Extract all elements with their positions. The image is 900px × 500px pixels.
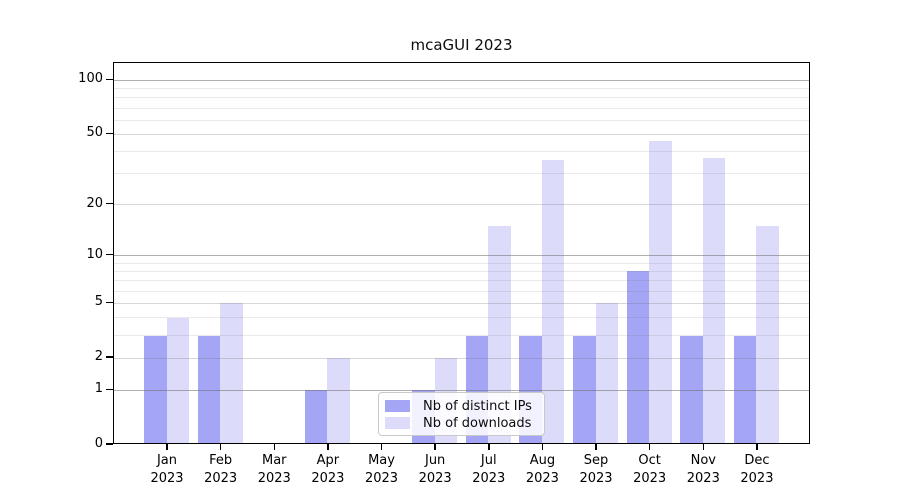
- x-tick-year-jul: 2023: [472, 471, 506, 486]
- x-tick-year-may: 2023: [364, 471, 399, 486]
- x-tick-label-jul: Jul 2023: [457, 452, 521, 488]
- bar-downloads-apr: [327, 358, 350, 444]
- y-tick-label-0: 0: [94, 436, 103, 451]
- x-tick-year-apr: 2023: [311, 471, 345, 486]
- x-tick-year-jun: 2023: [418, 471, 452, 486]
- bar-downloads-jul: [488, 226, 511, 444]
- x-tick-mark-jan: [166, 444, 168, 450]
- x-tick-mark-apr: [327, 444, 329, 450]
- x-tick-mark-mar: [273, 444, 275, 450]
- y-tick-mark-50: [106, 132, 113, 135]
- legend-swatch-distinct-ips: [385, 400, 410, 412]
- x-tick-mark-jun: [434, 444, 436, 450]
- y-tick-mark-20: [106, 202, 113, 205]
- y-tick-label-2: 2: [94, 349, 103, 365]
- x-tick-label-apr: Apr 2023: [296, 452, 360, 488]
- legend-swatch-downloads: [385, 417, 410, 429]
- y-tick-mark-100: [106, 78, 113, 81]
- bar-ips-nov: [680, 335, 703, 444]
- x-tick-label-oct: Oct 2023: [618, 452, 682, 488]
- x-tick-label-mar: Mar 2023: [242, 452, 306, 488]
- bar-ips-jan: [144, 335, 167, 444]
- x-tick-label-aug: Aug 2023: [510, 452, 574, 488]
- x-tick-label-sep: Sep 2023: [564, 452, 628, 488]
- bar-downloads-jan: [166, 317, 189, 444]
- bar-ips-sep: [573, 335, 596, 444]
- y-tick-mark-1: [106, 388, 113, 390]
- x-tick-label-jun: Jun 2023: [403, 452, 467, 488]
- bar-ips-dec: [733, 335, 757, 444]
- x-tick-year-dec: 2023: [740, 471, 774, 486]
- y-tick-mark-2: [106, 356, 113, 358]
- legend-label-distinct-ips: Nb of distinct IPs: [423, 398, 532, 414]
- legend-row-distinct-ips: Nb of distinct IPs: [385, 398, 544, 414]
- x-tick-mark-aug: [541, 444, 544, 450]
- x-tick-label-jan: Jan 2023: [135, 452, 199, 488]
- x-tick-mark-feb: [219, 444, 222, 450]
- legend: Nb of distinct IPs Nb of downloads: [378, 392, 545, 436]
- bar-ips-apr: [304, 390, 328, 444]
- x-tick-label-feb: Feb 2023: [189, 452, 253, 488]
- x-tick-label-may: May 2023: [350, 452, 414, 488]
- bar-downloads-dec: [756, 226, 779, 444]
- chart-title: mcaGUI 2023: [410, 36, 513, 54]
- x-tick-year-feb: 2023: [204, 471, 238, 486]
- y-tick-label-1: 1: [94, 381, 103, 397]
- x-tick-year-nov: 2023: [686, 471, 720, 486]
- bar-downloads-feb: [220, 303, 243, 444]
- y-tick-label-100: 100: [78, 71, 103, 87]
- x-tick-mark-oct: [648, 444, 651, 450]
- plot-area: [113, 62, 810, 444]
- x-tick-label-dec: Dec 2023: [725, 452, 789, 488]
- x-tick-mark-jul: [488, 444, 490, 450]
- x-tick-year-mar: 2023: [257, 471, 291, 486]
- bars-layer: [114, 63, 809, 444]
- x-tick-mark-may: [380, 444, 383, 450]
- bar-ips-oct: [626, 271, 650, 444]
- y-tick-mark-0: [106, 443, 113, 445]
- x-tick-mark-nov: [702, 444, 705, 450]
- bar-downloads-oct: [649, 140, 672, 444]
- x-tick-year-aug: 2023: [525, 471, 559, 486]
- bar-downloads-nov: [702, 157, 726, 444]
- y-tick-label-20: 20: [86, 195, 103, 211]
- x-tick-year-jan: 2023: [150, 471, 184, 486]
- x-tick-year-oct: 2023: [633, 471, 667, 486]
- x-tick-mark-sep: [595, 444, 597, 450]
- x-tick-year-sep: 2023: [579, 471, 613, 486]
- x-tick-label-nov: Nov 2023: [671, 452, 735, 488]
- y-tick-label-10: 10: [86, 246, 103, 262]
- x-tick-mark-dec: [756, 444, 758, 450]
- bar-downloads-sep: [595, 303, 619, 444]
- y-tick-label-50: 50: [86, 125, 103, 141]
- y-tick-mark-5: [106, 301, 113, 304]
- y-tick-mark-10: [106, 253, 113, 256]
- y-tick-label-5: 5: [94, 294, 103, 310]
- legend-row-downloads: Nb of downloads: [385, 415, 544, 431]
- bar-ips-feb: [197, 335, 221, 444]
- legend-label-downloads: Nb of downloads: [423, 415, 532, 431]
- bar-downloads-aug: [541, 159, 565, 444]
